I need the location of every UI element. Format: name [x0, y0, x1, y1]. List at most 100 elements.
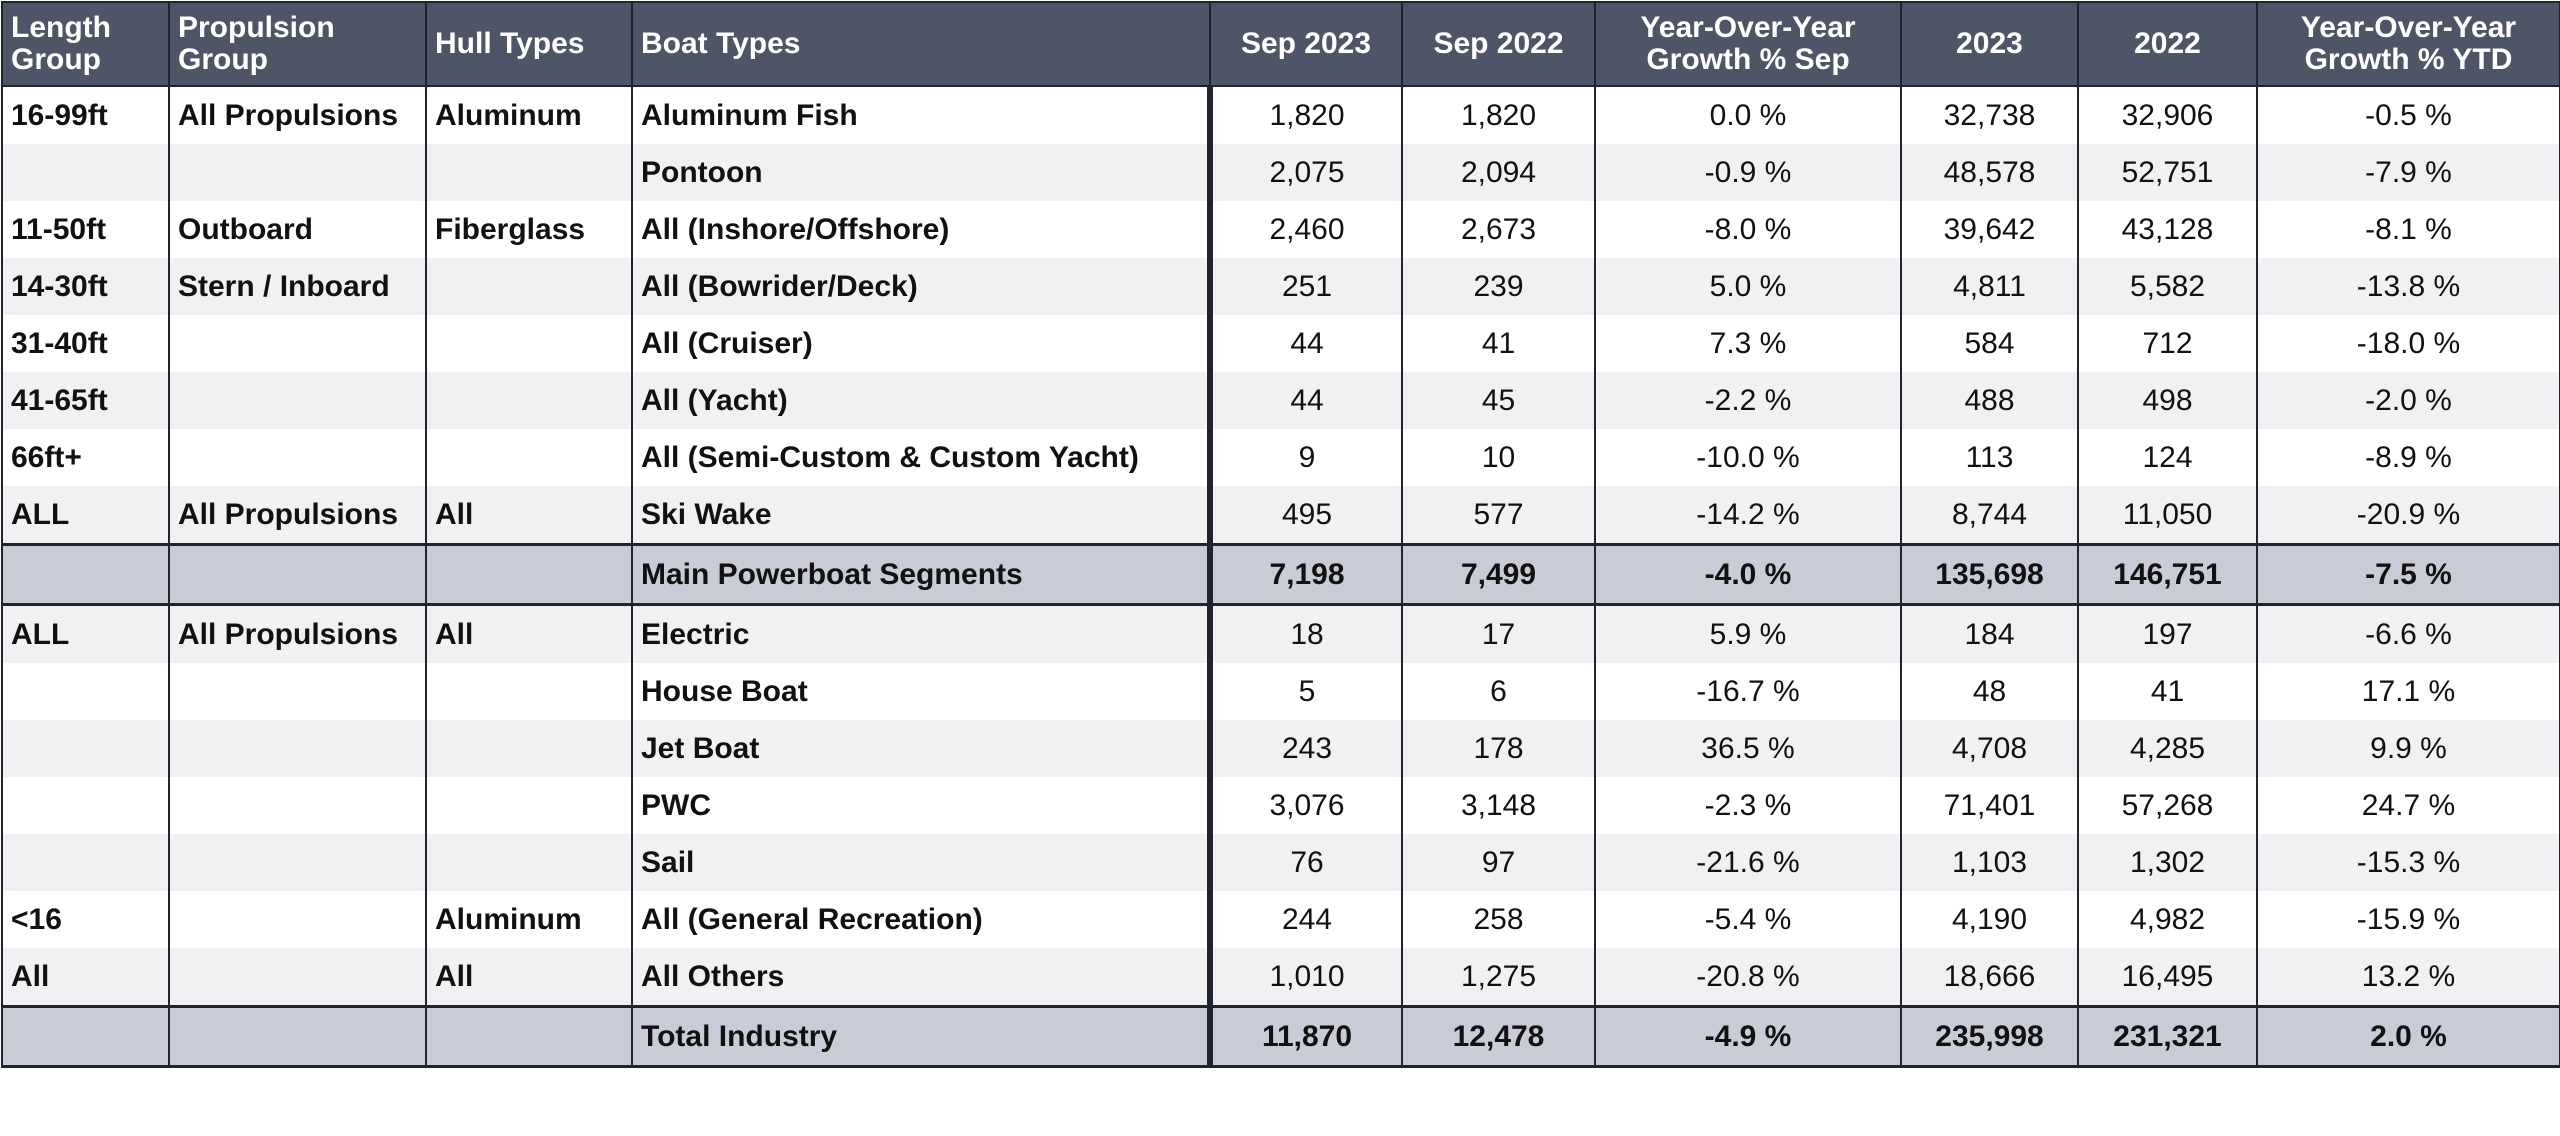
cell-ytd-2022: 5,582 [2077, 258, 2258, 315]
cell-yoy-growth-sep: 7.3 % [1594, 315, 1902, 372]
cell-ytd-2022: 57,268 [2077, 777, 2258, 834]
cell-yoy-growth-sep: 5.0 % [1594, 258, 1902, 315]
header-length-group: Length Group [1, 1, 170, 87]
cell-yoy-growth-ytd: -8.1 % [2256, 201, 2560, 258]
table-row: 31-40ft All (Cruiser) 44 41 7.3 % 584 712 -18.0… [1, 315, 2560, 372]
table-row: PWC 3,076 3,148 -2.3 % 71,401 57,268 24.7 % [1, 777, 2560, 834]
subtotal-row: Total Industry 11,870 12,478 -4.9 % 235,998 2… [1, 1005, 2560, 1068]
cell-yoy-growth-ytd: 13.2 % [2256, 948, 2560, 1007]
cell-ytd-2022: 32,906 [2077, 86, 2258, 144]
cell-ytd-2023: 48,578 [1900, 144, 2079, 201]
cell-sep-2022: 178 [1401, 720, 1596, 777]
cell-yoy-growth-ytd: 17.1 % [2256, 663, 2560, 720]
cell-propulsion-group: Outboard [168, 201, 427, 258]
cell-ytd-2023: 4,811 [1900, 258, 2079, 315]
table-row: <16 Aluminum All (General Recreation) 244 25… [1, 891, 2560, 948]
cell-propulsion-group [168, 663, 427, 720]
cell-ytd-2023: 18,666 [1900, 948, 2079, 1007]
cell-length-group: <16 [1, 891, 170, 948]
cell-yoy-growth-ytd: -8.9 % [2256, 429, 2560, 486]
cell-sep-2023: 3,076 [1207, 777, 1403, 834]
subtotal-row: Main Powerboat Segments 7,198 7,499 -4.0 % 1… [1, 543, 2560, 606]
cell-length-group: 66ft+ [1, 429, 170, 486]
cell-hull-types: Aluminum [425, 891, 633, 948]
cell-ytd-2023: 48 [1900, 663, 2079, 720]
cell-ytd-2023: 235,998 [1900, 1005, 2079, 1068]
table-row: All All All Others 1,010 1,275 -20.8 % 18,666 1… [1, 948, 2560, 1007]
cell-yoy-growth-ytd: -20.9 % [2256, 486, 2560, 545]
cell-ytd-2023: 584 [1900, 315, 2079, 372]
cell-sep-2022: 17 [1401, 604, 1596, 663]
cell-boat-types: All (Yacht) [631, 372, 1211, 429]
cell-hull-types [425, 834, 633, 891]
cell-yoy-growth-ytd: -7.9 % [2256, 144, 2560, 201]
header-boat-types: Boat Types [631, 1, 1211, 87]
header-hull-types: Hull Types [425, 1, 633, 87]
cell-sep-2022: 1,275 [1401, 948, 1596, 1007]
cell-boat-types: Sail [631, 834, 1211, 891]
cell-ytd-2023: 4,708 [1900, 720, 2079, 777]
cell-propulsion-group [168, 948, 427, 1007]
cell-hull-types [425, 543, 633, 606]
cell-ytd-2023: 39,642 [1900, 201, 2079, 258]
cell-sep-2022: 12,478 [1401, 1005, 1596, 1068]
table-body: 16-99ft All Propulsions Aluminum Aluminum F… [1, 86, 2560, 1068]
cell-propulsion-group [168, 777, 427, 834]
cell-boat-types: Main Powerboat Segments [631, 543, 1211, 606]
cell-boat-types: All (Inshore/Offshore) [631, 201, 1211, 258]
cell-ytd-2023: 135,698 [1900, 543, 2079, 606]
cell-ytd-2023: 113 [1900, 429, 2079, 486]
header-propulsion-group: Propulsion Group [168, 1, 427, 87]
header-ytd-2022: 2022 [2077, 1, 2258, 87]
cell-boat-types: All (Bowrider/Deck) [631, 258, 1211, 315]
cell-ytd-2022: 231,321 [2077, 1005, 2258, 1068]
cell-propulsion-group [168, 720, 427, 777]
cell-ytd-2023: 71,401 [1900, 777, 2079, 834]
table-row: 41-65ft All (Yacht) 44 45 -2.2 % 488 498 -2.0 % [1, 372, 2560, 429]
cell-yoy-growth-ytd: -6.6 % [2256, 604, 2560, 663]
cell-ytd-2023: 8,744 [1900, 486, 2079, 545]
cell-length-group: 11-50ft [1, 201, 170, 258]
cell-yoy-growth-sep: 36.5 % [1594, 720, 1902, 777]
cell-ytd-2022: 146,751 [2077, 543, 2258, 606]
cell-sep-2023: 1,010 [1207, 948, 1403, 1007]
cell-boat-types: PWC [631, 777, 1211, 834]
cell-boat-types: Total Industry [631, 1005, 1211, 1068]
cell-yoy-growth-sep: -14.2 % [1594, 486, 1902, 545]
cell-ytd-2022: 43,128 [2077, 201, 2258, 258]
cell-length-group: 41-65ft [1, 372, 170, 429]
cell-hull-types [425, 1005, 633, 1068]
cell-length-group: 31-40ft [1, 315, 170, 372]
cell-hull-types [425, 258, 633, 315]
cell-propulsion-group [168, 372, 427, 429]
cell-length-group [1, 1005, 170, 1068]
cell-ytd-2022: 712 [2077, 315, 2258, 372]
cell-ytd-2023: 4,190 [1900, 891, 2079, 948]
cell-hull-types: Fiberglass [425, 201, 633, 258]
cell-sep-2023: 1,820 [1207, 86, 1403, 144]
header-yoy-growth-ytd: Year-Over-Year Growth % YTD [2256, 1, 2560, 87]
cell-yoy-growth-sep: -10.0 % [1594, 429, 1902, 486]
cell-length-group [1, 543, 170, 606]
cell-length-group: 16-99ft [1, 86, 170, 144]
cell-hull-types [425, 144, 633, 201]
table-row: 11-50ft Outboard Fiberglass All (Inshore/Of… [1, 201, 2560, 258]
cell-length-group: ALL [1, 604, 170, 663]
cell-ytd-2022: 197 [2077, 604, 2258, 663]
cell-sep-2022: 97 [1401, 834, 1596, 891]
cell-yoy-growth-ytd: -13.8 % [2256, 258, 2560, 315]
cell-boat-types: All (General Recreation) [631, 891, 1211, 948]
cell-yoy-growth-ytd: 2.0 % [2256, 1005, 2560, 1068]
cell-propulsion-group: Stern / Inboard [168, 258, 427, 315]
cell-boat-types: House Boat [631, 663, 1211, 720]
table-row: ALL All Propulsions All Ski Wake 495 577 -14.2… [1, 486, 2560, 545]
cell-hull-types [425, 720, 633, 777]
header-row: Length Group Propulsion Group Hull Types Boat… [1, 1, 2560, 87]
cell-sep-2023: 44 [1207, 315, 1403, 372]
cell-ytd-2023: 1,103 [1900, 834, 2079, 891]
cell-ytd-2022: 4,982 [2077, 891, 2258, 948]
table-row: House Boat 5 6 -16.7 % 48 41 17.1 % [1, 663, 2560, 720]
table-row: Jet Boat 243 178 36.5 % 4,708 4,285 9.9 % [1, 720, 2560, 777]
cell-sep-2023: 18 [1207, 604, 1403, 663]
cell-sep-2023: 251 [1207, 258, 1403, 315]
